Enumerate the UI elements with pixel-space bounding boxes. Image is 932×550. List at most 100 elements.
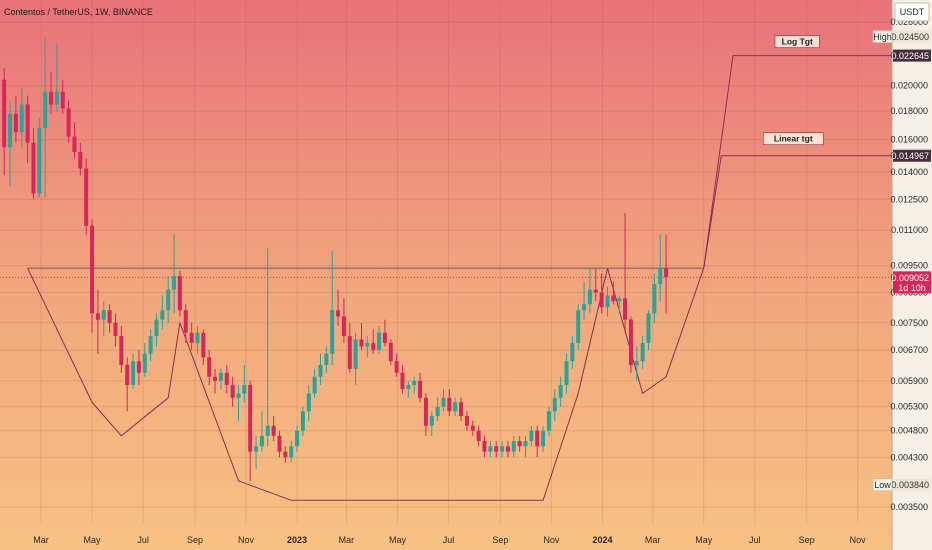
candle-body: [142, 353, 147, 373]
projection: Log Tgt Linear tgt: [703, 35, 892, 269]
candle-body: [464, 416, 469, 426]
candle-body: [66, 108, 71, 137]
candle-body: [95, 313, 100, 320]
candle-body: [271, 425, 276, 436]
candle-body: [576, 310, 581, 343]
currency-button[interactable]: [894, 2, 930, 22]
candle-body: [482, 440, 487, 452]
candle-body: [148, 336, 153, 354]
candle-body: [2, 79, 7, 148]
candle-body: [611, 295, 616, 302]
time-tick-label: Mar: [339, 535, 355, 545]
candle-body: [242, 384, 247, 394]
candle-body: [441, 397, 446, 407]
time-tick-label: May: [695, 535, 713, 545]
candle-body: [382, 332, 387, 343]
candle-body: [353, 339, 358, 369]
candle-body: [248, 384, 253, 452]
candle-body: [511, 440, 516, 452]
candle-body: [582, 304, 587, 311]
time-tick-label: Nov: [543, 535, 560, 545]
candle-body: [289, 446, 294, 458]
candle-body: [283, 451, 288, 458]
pattern-line: [27, 267, 181, 437]
candle-body: [459, 402, 464, 417]
candle-body: [49, 91, 54, 105]
current-price-tag-countdown: 1d 10h: [898, 283, 926, 293]
plot-background: [0, 0, 892, 550]
price-tick-label: 0.005300: [890, 402, 928, 412]
candle-body: [599, 292, 604, 308]
candle-body: [336, 310, 341, 317]
candle-body: [447, 397, 452, 412]
candle-body: [593, 289, 598, 293]
high-price-tag-box: [893, 30, 931, 43]
candle-body: [453, 402, 458, 412]
price-tick-label: 0.006700: [890, 345, 928, 355]
price-tick-label: 0.026000: [890, 17, 928, 27]
high-price-tag-label: High: [873, 32, 892, 42]
time-tick-label: May: [389, 535, 407, 545]
time-tick-label: Mar: [33, 535, 49, 545]
time-axis: Mar May Jul Sep Nov 2023 Mar May Jul Sep Nov 2024 Ma…: [33, 535, 866, 545]
chart-title: Contentos / TetherUS, 1W, BINANCE: [4, 7, 153, 17]
currency-label: USDT: [900, 7, 925, 17]
candle-body: [125, 364, 130, 385]
candle-body: [435, 406, 440, 417]
price-axis: 0.026000 0.024500 0.022645 0.020000 0.018000…: [872, 17, 931, 512]
price-tick-label: 0.007500: [890, 318, 928, 328]
candle-body: [500, 446, 505, 452]
candle-body: [259, 435, 264, 447]
candle-body: [295, 430, 300, 447]
candle-body: [365, 342, 370, 347]
candle-body: [529, 430, 534, 441]
candle-body: [418, 380, 423, 398]
high-price-tag: 0.024500: [891, 32, 929, 42]
time-tick-label: Jul: [443, 535, 455, 545]
candle-body: [306, 393, 311, 412]
candle-body: [31, 142, 36, 194]
candle-body: [131, 361, 136, 385]
candle-body: [300, 411, 305, 431]
candle-body: [546, 411, 551, 431]
price-tick-label: 0.014000: [890, 167, 928, 177]
candle-body: [277, 435, 282, 452]
candle-body: [236, 393, 241, 398]
candle-body: [406, 384, 411, 390]
low-price-tag-label: Low: [874, 480, 891, 490]
candle-body: [195, 332, 200, 343]
candle-body: [318, 364, 323, 377]
current-price-tag: 0.009052: [891, 273, 929, 283]
candle-body: [324, 353, 329, 365]
candle-body: [101, 310, 106, 320]
candle-body: [564, 361, 569, 385]
candle-body: [201, 332, 206, 358]
pattern-line: [179, 268, 608, 501]
low-price-tag: 0.003840: [891, 480, 929, 490]
candle-body: [230, 384, 235, 398]
grid: [0, 0, 892, 525]
candle-body: [423, 397, 428, 426]
price-tick-label: 0.020000: [890, 81, 928, 91]
log-target-price-tag: 0.022645: [891, 51, 929, 61]
candle-body: [640, 342, 645, 362]
candle-body: [371, 342, 376, 351]
linear-target-price-tag-box: [893, 149, 931, 162]
low-price-tag-box: [893, 478, 931, 491]
time-tick-label: 2023: [287, 535, 307, 545]
candle-body: [628, 319, 633, 365]
candle-body: [617, 298, 622, 302]
candle-body: [652, 284, 657, 314]
price-tick-label: 0.004800: [890, 426, 928, 436]
candle-body: [541, 430, 546, 447]
price-tick-label: 0.005900: [890, 376, 928, 386]
candle-body: [570, 342, 575, 362]
candle-body: [72, 136, 77, 152]
linear-target-label: Linear tgt: [774, 134, 813, 144]
candle-body: [377, 332, 382, 351]
candle-body: [13, 113, 18, 133]
candle-body: [388, 342, 393, 362]
candle-body: [359, 339, 364, 347]
candle-body: [347, 336, 352, 369]
high-price-tag-label-box: [872, 30, 893, 43]
